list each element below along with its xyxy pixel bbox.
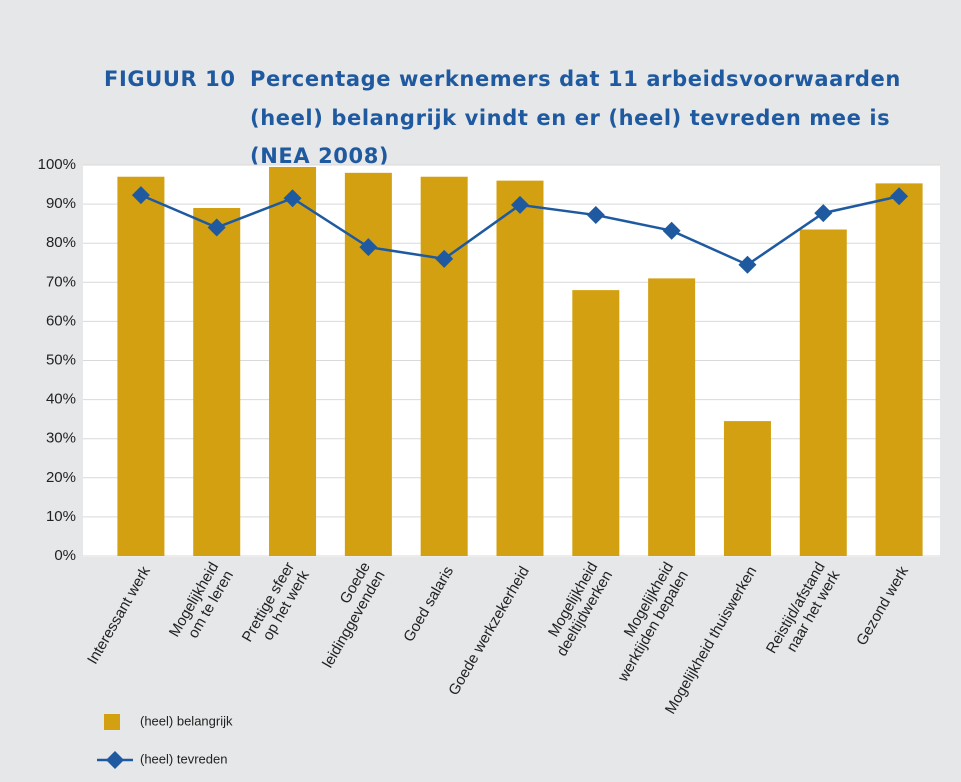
marker <box>359 238 378 257</box>
bar <box>496 180 544 556</box>
marker <box>435 249 454 268</box>
marker <box>283 189 302 208</box>
y-tick-label: 90% <box>46 195 76 212</box>
legend-label: (heel) tevreden <box>140 751 227 766</box>
bar <box>723 421 771 556</box>
x-tick-label: Goede werkzekerheid <box>445 563 533 698</box>
bar <box>117 176 165 557</box>
x-tick-label: Goed salaris <box>400 563 457 644</box>
bar <box>269 166 317 556</box>
legend-swatch <box>104 714 120 730</box>
legend-swatch <box>106 751 124 769</box>
y-tick-label: 60% <box>46 312 76 329</box>
bar <box>193 208 241 556</box>
y-tick-label: 20% <box>46 469 76 486</box>
marker <box>662 221 681 240</box>
y-tick-label: 30% <box>46 430 76 447</box>
marker <box>131 186 150 205</box>
y-tick-label: 40% <box>46 391 76 408</box>
marker <box>814 204 833 223</box>
bar <box>799 229 847 556</box>
bar <box>648 278 696 556</box>
bar <box>420 176 468 557</box>
y-tick-label: 100% <box>38 156 76 173</box>
y-tick-label: 50% <box>46 351 76 368</box>
y-tick-label: 10% <box>46 508 76 525</box>
marker <box>511 195 529 214</box>
marker <box>207 218 226 237</box>
y-tick-label: 70% <box>46 273 76 290</box>
y-tick-label: 80% <box>46 234 76 251</box>
bar <box>572 290 620 556</box>
bar <box>875 183 923 556</box>
marker <box>890 187 909 206</box>
marker <box>738 255 757 274</box>
marker <box>586 206 605 225</box>
figure-label: FIGUUR 10 <box>104 67 236 91</box>
legend-label: (heel) belangrijk <box>140 713 233 728</box>
bar <box>344 172 392 556</box>
y-tick-label: 0% <box>54 547 76 564</box>
x-tick-label: Gezond werk <box>853 563 912 648</box>
chart-title: Percentage werknemers dat 11 arbeidsvoor… <box>250 67 901 168</box>
x-tick-label: Interessant werk <box>84 563 154 667</box>
